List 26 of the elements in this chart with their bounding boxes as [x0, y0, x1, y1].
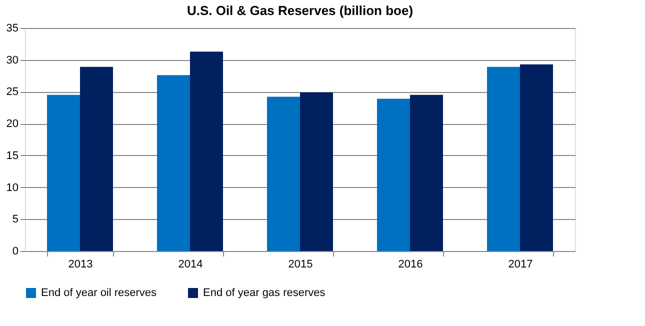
y-tick-label: 35 — [6, 22, 18, 34]
bar — [267, 96, 300, 251]
bar — [520, 64, 553, 251]
x-tick-label: 2015 — [288, 258, 313, 270]
bar — [190, 52, 223, 251]
y-tick-label: 25 — [6, 86, 18, 98]
legend-label: End of year gas reserves — [203, 287, 326, 299]
y-tick-label: 10 — [6, 182, 18, 194]
chart-title: U.S. Oil & Gas Reserves (billion boe) — [186, 3, 414, 18]
y-tick-label: 0 — [12, 246, 18, 258]
bar — [410, 94, 443, 251]
bar — [377, 98, 410, 251]
x-tick-label: 2017 — [508, 258, 533, 270]
x-tick-label: 2013 — [68, 258, 93, 270]
y-tick-label: 15 — [6, 150, 18, 162]
y-tick-label: 5 — [12, 214, 18, 226]
x-tick-label: 2016 — [398, 258, 423, 270]
bar — [80, 66, 113, 251]
y-tick-label: 30 — [6, 54, 18, 66]
x-tick-label: 2014 — [178, 258, 203, 270]
bar — [300, 92, 333, 251]
bar — [157, 75, 190, 251]
bar — [487, 66, 520, 251]
bar — [47, 94, 80, 251]
y-tick-label: 20 — [6, 118, 18, 130]
legend-label: End of year oil reserves — [41, 287, 158, 299]
